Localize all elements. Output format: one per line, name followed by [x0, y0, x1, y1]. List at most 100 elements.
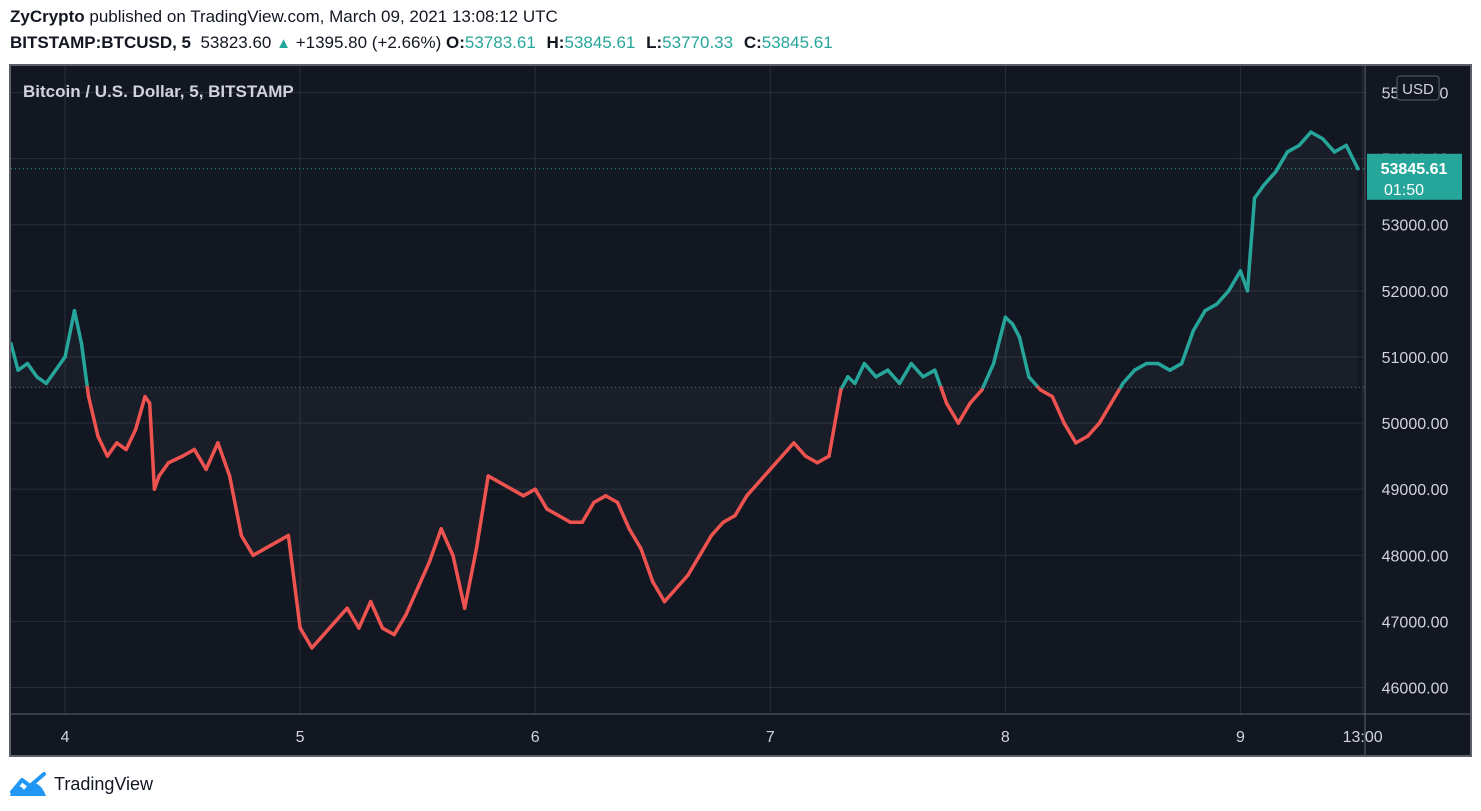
- price-segment: [180, 447, 197, 458]
- tradingview-brand: TradingView: [54, 773, 154, 794]
- price-segment: [780, 441, 796, 458]
- chart-frame[interactable]: Bitcoin / U.S. Dollar, 5, BITSTAMP 46000…: [9, 64, 1472, 757]
- price-segment: [981, 361, 996, 390]
- price-segment: [592, 494, 608, 505]
- price-segment: [392, 613, 408, 637]
- price-segment: [486, 474, 502, 485]
- price-segment: [921, 368, 937, 379]
- last-price-tag-bg: [1367, 153, 1462, 200]
- y-tick-label: 53000.00: [1382, 218, 1449, 235]
- ohlc-bar: BITSTAMP:BTCUSD, 5 53823.60 ▲ +1395.80 (…: [10, 33, 839, 53]
- price-segment: [580, 500, 596, 524]
- price-segment: [152, 474, 161, 491]
- price-segment: [321, 619, 338, 637]
- price-segment: [216, 441, 232, 478]
- price-segment: [1074, 434, 1090, 445]
- y-tick-label: 51000.00: [1382, 350, 1449, 367]
- price-segment: [72, 308, 84, 346]
- price-segment: [1027, 375, 1041, 390]
- x-tick-label: 8: [1001, 729, 1010, 746]
- price-segment: [133, 394, 147, 432]
- price-segment: [310, 632, 326, 650]
- price-segment: [909, 361, 925, 379]
- price-segment: [944, 401, 961, 425]
- price-segment: [498, 480, 514, 491]
- price-segment: [35, 375, 49, 386]
- price-segment: [840, 375, 850, 390]
- baseline-area-fill: [11, 132, 1358, 648]
- x-tick-label: 4: [61, 729, 70, 746]
- currency-button[interactable]: USD: [1396, 75, 1440, 101]
- x-tick-label: 7: [766, 729, 775, 746]
- price-segment: [427, 527, 443, 564]
- price-segment: [745, 480, 761, 498]
- last-price-tag-value: 53845.61: [1381, 161, 1448, 178]
- price-segment: [16, 361, 30, 372]
- price-segment: [204, 441, 220, 472]
- price-segment: [768, 454, 784, 472]
- price-series: [11, 130, 1360, 650]
- price-segment: [1344, 143, 1360, 171]
- x-tick-label: 5: [296, 729, 305, 746]
- time-axis[interactable]: 4 5 6 7 8 9 13:00: [61, 729, 1383, 746]
- high-value: 53845.61: [564, 33, 636, 52]
- price-segment: [1017, 335, 1031, 379]
- price-segment: [1179, 328, 1196, 366]
- symbol-label: BITSTAMP:BTCUSD, 5: [10, 33, 192, 52]
- x-tick-label: 9: [1236, 729, 1245, 746]
- currency-button-bg: [1396, 75, 1440, 101]
- last-price-countdown: 01:50: [1384, 182, 1424, 199]
- price-segment: [1132, 361, 1149, 372]
- price-chart[interactable]: Bitcoin / U.S. Dollar, 5, BITSTAMP 46000…: [11, 66, 1470, 755]
- price-segment: [1097, 401, 1113, 425]
- price-segment: [1309, 130, 1325, 141]
- price-segment: [956, 401, 972, 425]
- price-segment: [192, 447, 208, 472]
- price-segment: [968, 388, 984, 405]
- price-segment: [815, 454, 831, 465]
- price-segment: [509, 487, 526, 498]
- price-segment: [474, 474, 490, 551]
- price-segment: [251, 546, 267, 558]
- price-segment: [1215, 289, 1231, 306]
- x-tick-label: 13:00: [1343, 729, 1383, 746]
- price-segment: [1168, 361, 1184, 372]
- price-segment: [874, 368, 890, 379]
- price-segment: [853, 361, 867, 386]
- price-segment: [124, 427, 138, 452]
- y-tick-label: 49000.00: [1382, 482, 1449, 499]
- price-segment: [1109, 385, 1123, 405]
- low-label: L:: [646, 33, 663, 52]
- price-segment: [404, 586, 420, 617]
- price-segment: [298, 626, 314, 650]
- price-segment: [521, 487, 537, 498]
- price-segment: [792, 441, 808, 458]
- price-segment: [1320, 136, 1337, 154]
- last-price-tag: 53845.61 01:50: [1367, 153, 1462, 200]
- price-segment: [157, 460, 171, 478]
- price-segment: [263, 540, 279, 551]
- price-segment: [533, 487, 549, 511]
- low-value: 53770.33: [662, 33, 734, 52]
- price-segment: [53, 355, 67, 372]
- price-segment: [44, 368, 58, 386]
- price-segment: [556, 513, 573, 524]
- price-segment: [286, 533, 302, 630]
- price-segment: [415, 560, 432, 591]
- price-segment: [368, 599, 385, 630]
- price-segment: [886, 368, 902, 386]
- price-segment: [11, 341, 20, 372]
- price-segment: [79, 341, 90, 390]
- price-segment: [803, 454, 820, 465]
- price-segment: [1085, 421, 1102, 439]
- price-segment: [1010, 322, 1022, 339]
- price-segment: [439, 527, 455, 558]
- price-segment: [380, 626, 396, 637]
- chart-title: Bitcoin / U.S. Dollar, 5, BITSTAMP: [23, 82, 294, 101]
- price-segment: [1038, 388, 1055, 399]
- price-segment: [662, 586, 678, 604]
- grid-lines: [11, 66, 1365, 714]
- high-label: H:: [546, 33, 565, 52]
- price-segment: [333, 606, 349, 624]
- open-label: O:: [446, 33, 465, 52]
